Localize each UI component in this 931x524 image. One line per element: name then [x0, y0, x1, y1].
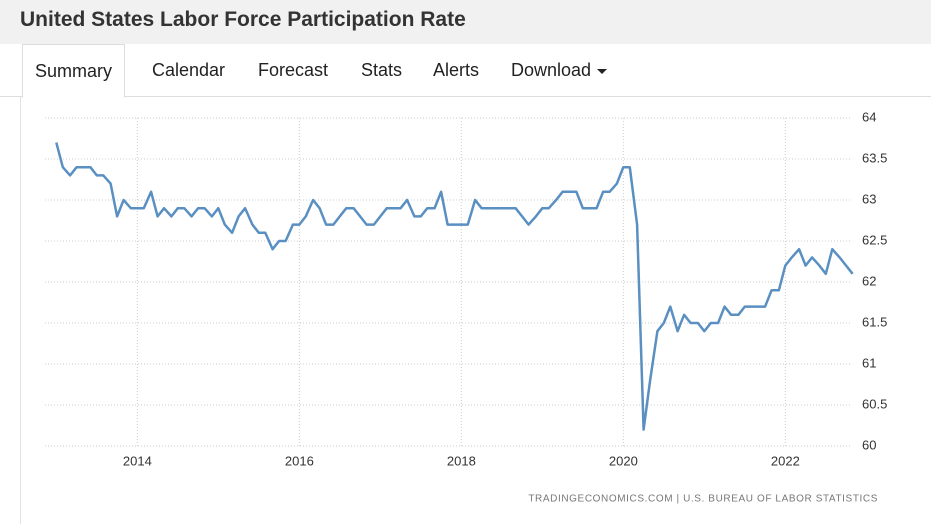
x-tick-label: 2020 — [609, 453, 638, 468]
y-tick-label: 61 — [862, 355, 876, 370]
tab[interactable]: Download — [511, 44, 608, 97]
y-tick-label: 63 — [862, 191, 876, 206]
tab[interactable]: Stats — [361, 60, 403, 80]
y-tick-label: 62 — [862, 273, 876, 288]
y-tick-label: 62.5 — [862, 232, 887, 247]
y-tick-label: 60 — [862, 437, 876, 452]
source-note: TRADINGECONOMICS.COM | U.S. BUREAU OF LA… — [528, 494, 878, 505]
y-tick-label: 60.5 — [862, 396, 887, 411]
x-tick-label: 2022 — [771, 453, 800, 468]
data-line — [55, 142, 854, 431]
tab-label[interactable]: Download — [511, 60, 592, 80]
tab-bar: Summary Calendar Forecast Stats Alerts D… — [0, 44, 931, 98]
tab[interactable]: Summary — [22, 44, 126, 98]
y-tick-label: 64 — [862, 109, 876, 124]
caret-icon — [597, 68, 608, 74]
y-tick-label: 63.5 — [862, 150, 887, 165]
page-title: United States Labor Force Participation … — [20, 8, 466, 31]
x-tick-label: 2016 — [285, 453, 314, 468]
chart-panel — [20, 97, 931, 524]
tab[interactable]: Alerts — [433, 60, 480, 80]
y-tick-label: 61.5 — [862, 314, 887, 329]
x-tick-label: 2018 — [447, 453, 476, 468]
x-tick-label: 2014 — [123, 453, 152, 468]
header: United States Labor Force Participation … — [0, 0, 931, 44]
tab[interactable]: Forecast — [258, 60, 329, 80]
tab[interactable]: Calendar — [152, 60, 226, 80]
